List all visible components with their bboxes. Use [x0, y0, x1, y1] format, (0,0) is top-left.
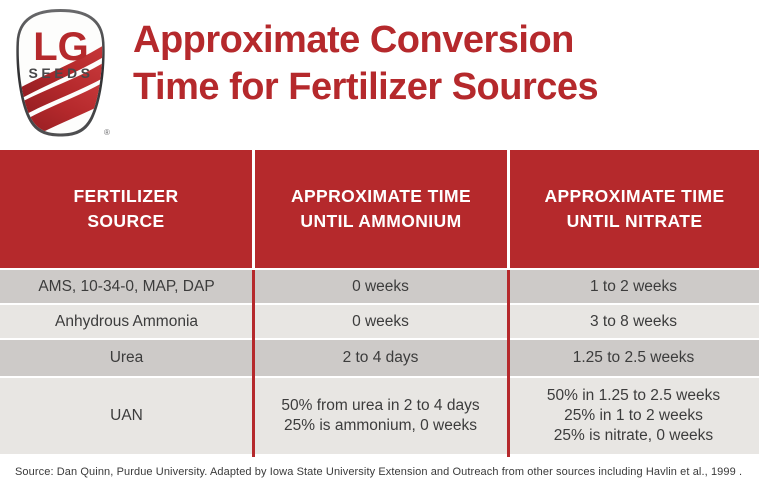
table-header-row: FERTILIZER SOURCE APPROXIMATE TIME UNTIL…	[0, 150, 759, 268]
column-divider	[507, 270, 510, 457]
cell-fertilizer-source: UAN	[110, 407, 143, 424]
cell-time-until-ammonium: 2 to 4 days	[342, 349, 419, 366]
cell-time-until-nitrate: 3 to 8 weeks	[589, 312, 678, 330]
table-row: Anhydrous Ammonia 0 weeks 3 to 8 weeks	[0, 305, 759, 338]
column-header-time-until-nitrate: APPROXIMATE TIME UNTIL NITRATE	[510, 150, 759, 268]
source-attribution: Source: Dan Quinn, Purdue University. Ad…	[15, 466, 743, 478]
cell-fertilizer-source: AMS, 10-34-0, MAP, DAP	[38, 277, 215, 295]
logo-sub-text: SEEDS	[29, 65, 94, 81]
registered-trademark-icon: ®	[104, 128, 110, 137]
cell-time-until-ammonium: 0 weeks	[352, 312, 409, 330]
table-row: AMS, 10-34-0, MAP, DAP 0 weeks 1 to 2 we…	[0, 270, 759, 303]
cell-time-until-nitrate: 1 to 2 weeks	[589, 277, 678, 295]
page-title-line2: Time for Fertilizer Sources	[133, 66, 599, 108]
lg-seeds-logo: LG SEEDS ®	[16, 9, 110, 137]
cell-fertilizer-source: Urea	[109, 349, 144, 366]
cell-time-until-nitrate: 1.25 to 2.5 weeks	[572, 349, 695, 366]
cell-fertilizer-source: Anhydrous Ammonia	[54, 312, 199, 330]
cell-time-until-ammonium: 0 weeks	[352, 277, 409, 295]
cell-time-until-nitrate: 50% in 1.25 to 2.5 weeks 25% in 1 to 2 w…	[546, 387, 721, 444]
logo-brand-text: LG	[33, 25, 89, 69]
table-row: UAN 50% from urea in 2 to 4 days 25% is …	[0, 378, 759, 454]
page-title: Approximate Conversion Time for Fertiliz…	[133, 17, 599, 111]
column-divider	[252, 270, 255, 457]
fertilizer-conversion-table: FERTILIZER SOURCE APPROXIMATE TIME UNTIL…	[0, 150, 759, 457]
table-row: Urea 2 to 4 days 1.25 to 2.5 weeks	[0, 340, 759, 376]
cell-time-until-ammonium: 50% from urea in 2 to 4 days 25% is ammo…	[281, 397, 480, 434]
page-title-line1: Approximate Conversion	[133, 19, 574, 61]
column-header-time-until-ammonium: APPROXIMATE TIME UNTIL AMMONIUM	[255, 150, 507, 268]
column-header-fertilizer-source: FERTILIZER SOURCE	[0, 150, 252, 268]
